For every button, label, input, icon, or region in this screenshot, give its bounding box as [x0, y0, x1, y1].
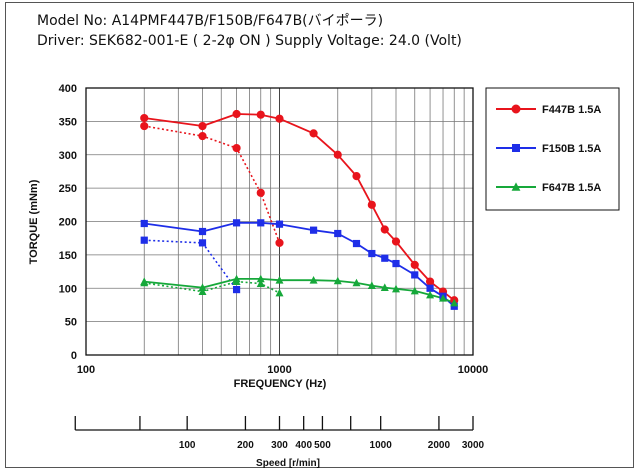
legend-f150b-swatch-marker — [512, 144, 520, 152]
series-f447b-solid-point — [256, 110, 265, 119]
y-tick-label: 100 — [59, 283, 77, 295]
series-f647b-solid-point — [333, 276, 342, 285]
series-f647b-solid-point — [140, 277, 149, 285]
series-f647b-solid-point — [410, 286, 419, 295]
y-tick-label: 300 — [59, 150, 77, 162]
series-f647b-dotted-point — [256, 279, 265, 287]
y-tick-label: 350 — [59, 116, 77, 128]
series-f150b-solid-point — [275, 220, 284, 228]
y-tick-label: 150 — [59, 250, 77, 262]
speed-axis-title: Speed [r/min] — [256, 458, 320, 469]
series-f647b-dotted-point — [198, 287, 207, 295]
speed-tick-label: 500 — [314, 440, 331, 451]
y-tick-label: 400 — [59, 83, 77, 95]
legend-f447b-swatch-marker — [511, 104, 521, 114]
legend-f150b-label: F150B 1.5A — [542, 143, 601, 155]
legend-f447b-label: F447B 1.5A — [542, 104, 601, 116]
series-f647b-solid-point — [256, 274, 265, 283]
series-f447b-dotted-point — [256, 188, 265, 197]
series-f150b-dotted-line — [144, 239, 238, 291]
speed-tick-label: 400 — [295, 440, 312, 451]
series-f150b-solid-point — [392, 259, 400, 268]
speed-tick-label: 100 — [179, 440, 196, 451]
series-f150b-solid-point — [352, 239, 361, 248]
legend-f647b-label: F647B 1.5A — [542, 182, 601, 194]
series-f447b-solid-point — [275, 114, 284, 123]
series-f447b-solid-point — [425, 277, 435, 286]
series-f150b-dotted-point — [140, 236, 148, 244]
plot-border — [85, 87, 474, 356]
series-f447b-solid-point — [391, 237, 401, 246]
series-f150b-solid-point — [381, 254, 389, 262]
series-f647b-solid-point — [198, 283, 207, 291]
y-tick-label: 250 — [59, 183, 77, 195]
series-f447b-solid-point — [309, 129, 318, 138]
series-f447b-solid-point — [140, 113, 149, 123]
series-f447b-solid-point — [198, 121, 207, 131]
series-f647b-solid-point — [380, 283, 389, 291]
speed-tick-label: 1000 — [370, 440, 393, 451]
series-f647b-solid-point — [367, 281, 376, 289]
series-f447b-dotted-point — [275, 238, 284, 247]
series-f647b-solid-point — [450, 298, 459, 307]
series-f150b-dotted-point — [232, 285, 241, 294]
driver-supply-subtitle: Driver: SEK682-001-E ( 2-2φ ON ) Supply … — [37, 33, 462, 49]
series-f150b-solid-point — [140, 219, 148, 228]
series-f447b-solid-point — [232, 109, 241, 119]
speed-tick-label: 2000 — [428, 440, 451, 451]
series-f150b-solid-point — [368, 249, 376, 258]
speed-tick-label: 200 — [237, 440, 254, 451]
legend-f647b-swatch-marker — [511, 182, 521, 191]
series-f447b-solid-point — [410, 260, 419, 269]
y-axis-title: TORQUE (mNm) — [28, 179, 40, 264]
series-f647b-solid-point — [391, 284, 400, 293]
x-axis-title: FREQUENCY (Hz) — [234, 378, 327, 390]
model-number-title: Model No: A14PMF447B/F150B/F647B(バイポーラ) — [37, 13, 384, 29]
series-f150b-solid-point — [426, 284, 434, 292]
series-f647b-dotted-point — [275, 288, 284, 297]
series-f647b-solid-point — [439, 294, 448, 302]
series-f647b-solid-point — [352, 278, 361, 287]
y-tick-label: 200 — [59, 217, 77, 229]
series-f150b-solid-point — [232, 219, 241, 227]
series-f150b-solid-point — [334, 229, 342, 238]
x-tick-label: 100 — [77, 364, 95, 376]
series-f150b-dotted-point — [198, 239, 207, 247]
series-f447b-solid-point — [380, 225, 389, 234]
series-f647b-solid-point — [275, 276, 284, 284]
speed-tick-label: 3000 — [462, 440, 485, 451]
series-f150b-solid-point — [198, 227, 207, 236]
series-f150b-solid-point — [309, 226, 318, 234]
series-f647b-solid-point — [426, 290, 435, 299]
series-f647b-solid-point — [309, 276, 318, 284]
series-f447b-solid-point — [352, 172, 361, 181]
series-f150b-solid-point — [411, 271, 419, 279]
series-f647b-solid-point — [232, 274, 241, 283]
series-f150b-solid-point — [257, 219, 265, 227]
series-f447b-dotted-point — [198, 131, 207, 141]
series-f447b-solid-point — [367, 200, 376, 209]
y-tick-label: 0 — [71, 350, 77, 362]
series-f447b-solid-point — [333, 150, 342, 159]
y-tick-label: 50 — [65, 317, 77, 329]
series-f447b-dotted-point — [140, 121, 149, 131]
speed-tick-label: 300 — [271, 440, 288, 451]
series-f447b-dotted-point — [232, 143, 241, 153]
x-tick-label: 1000 — [267, 364, 291, 376]
x-tick-label: 10000 — [458, 364, 489, 376]
